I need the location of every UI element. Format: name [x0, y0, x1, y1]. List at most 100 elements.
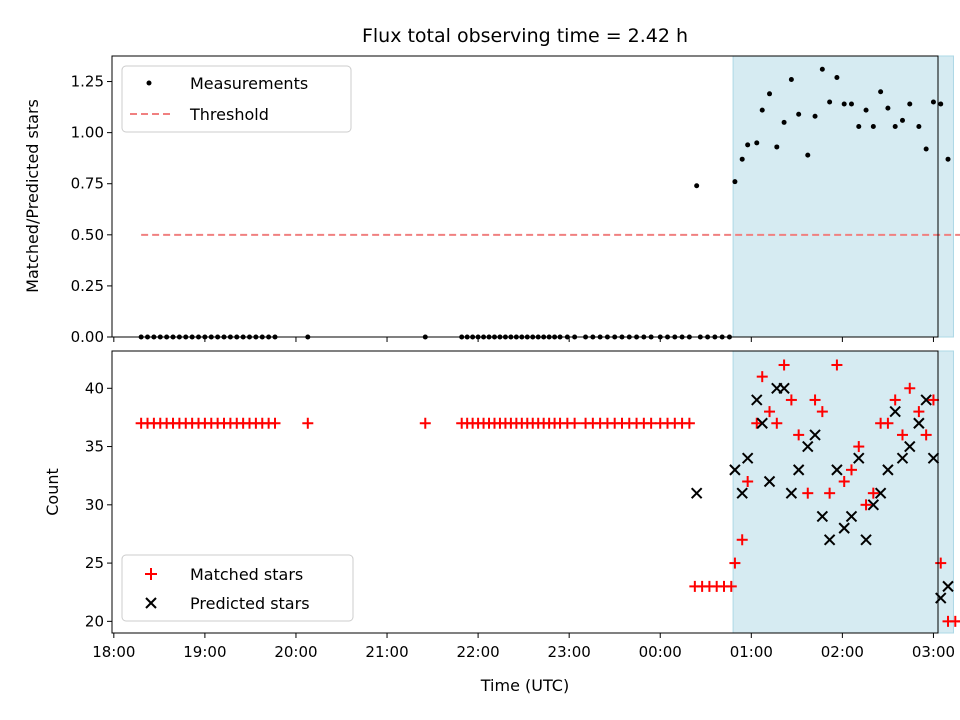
predicted-star-point — [823, 534, 836, 546]
legend-matched-label: Matched stars — [190, 565, 303, 584]
predicted-star-point — [845, 510, 858, 523]
predicted-star-point — [920, 394, 932, 406]
bottom-shaded-region — [732, 350, 954, 634]
legend-threshold-label: Threshold — [189, 105, 269, 124]
predicted-stars-points — [690, 382, 954, 604]
x-tick-label: 00:00 — [639, 643, 682, 661]
y-tick-label: 30 — [85, 496, 104, 514]
matched-star-point — [838, 476, 850, 488]
measurement-point — [885, 105, 891, 111]
matched-star-point — [845, 464, 857, 476]
top-plot-frame — [111, 55, 939, 338]
matched-star-point — [569, 417, 581, 429]
predicted-star-point — [690, 487, 703, 499]
matched-star-point — [269, 417, 281, 429]
matched-star-point — [867, 487, 879, 499]
measurement-point — [856, 124, 862, 130]
predicted-star-point — [874, 487, 887, 499]
predicted-star-point — [889, 405, 901, 418]
measurement-point — [848, 101, 854, 107]
measurement-point — [759, 107, 765, 113]
predicted-star-point — [882, 464, 894, 476]
measurement-point — [945, 156, 951, 162]
measurement-point — [870, 124, 876, 130]
x-tick-label: 18:00 — [92, 643, 135, 661]
predicted-star-point — [802, 440, 814, 453]
matched-star-point — [935, 557, 947, 569]
measurement-point — [732, 179, 738, 185]
matched-star-point — [729, 557, 741, 569]
measurement-point — [841, 101, 847, 107]
predicted-star-point — [913, 417, 925, 429]
y-tick-label: 40 — [85, 379, 104, 397]
measurement-point — [930, 99, 936, 105]
measurement-point — [812, 113, 818, 119]
measurement-point — [694, 183, 700, 189]
matched-star-point — [860, 499, 872, 511]
matched-star-point — [778, 359, 790, 371]
predicted-star-point — [831, 464, 843, 476]
measurement-point — [781, 119, 787, 125]
legend-measurements-label: Measurements — [190, 74, 308, 93]
x-tick-label: 20:00 — [274, 643, 317, 661]
matched-star-point — [896, 429, 908, 441]
y-tick-label: 25 — [85, 554, 104, 572]
y-tick-label: 0.75 — [71, 175, 104, 193]
predicted-star-point — [860, 534, 872, 546]
measurement-point — [788, 77, 794, 83]
matched-star-point — [785, 394, 797, 406]
bottom-panel: 20 25 30 35 40 18:00 19:00 20:00 21:00 22:00 23:0… — [43, 350, 960, 695]
matched-star-point — [764, 406, 776, 418]
top-legend: Measurements Threshold — [121, 65, 352, 133]
measurement-point — [819, 66, 825, 72]
predicted-star-point — [927, 452, 940, 464]
matched-star-point — [736, 534, 748, 546]
bottom-y-axis-label: Count — [43, 468, 62, 516]
matched-star-point — [927, 394, 939, 406]
bottom-plot-frame — [111, 350, 939, 634]
legend-predicted-label: Predicted stars — [190, 594, 310, 613]
measurement-point — [745, 142, 751, 148]
top-legend-box — [121, 65, 352, 133]
predicted-star-point — [751, 394, 763, 406]
measurement-point — [834, 74, 840, 80]
matched-star-point — [793, 429, 805, 441]
matched-star-point — [957, 620, 960, 623]
measurement-point — [892, 124, 898, 130]
bottom-legend-box — [121, 554, 354, 622]
x-tick-label: 22:00 — [456, 643, 499, 661]
y-tick-label: 0.00 — [71, 328, 104, 346]
matched-star-point — [809, 394, 821, 406]
y-tick-label: 0.50 — [71, 226, 104, 244]
matched-star-point — [683, 417, 695, 429]
predicted-star-point — [809, 429, 821, 441]
bottom-x-axis-ticks: 18:00 19:00 20:00 21:00 22:00 23:00 00:00 01:00… — [92, 633, 955, 661]
x-tick-label: 23:00 — [548, 643, 591, 661]
matched-star-point — [742, 476, 754, 488]
measurement-point — [774, 144, 780, 150]
bottom-legend: Matched stars Predicted stars — [121, 554, 354, 622]
x-tick-label: 19:00 — [183, 643, 226, 661]
x-axis-label: Time (UTC) — [480, 676, 569, 695]
predicted-star-point — [942, 580, 954, 593]
matched-star-point — [853, 441, 865, 453]
y-tick-label: 35 — [85, 438, 104, 456]
y-tick-label: 0.25 — [71, 277, 104, 295]
x-tick-label: 03:00 — [912, 643, 955, 661]
predicted-star-point — [867, 499, 880, 511]
matched-star-point — [725, 580, 737, 592]
measurement-point — [827, 99, 833, 105]
legend-predicted-marker — [145, 597, 157, 609]
chart-title: Flux total observing time = 2.42 h — [362, 25, 688, 47]
predicted-star-point — [763, 475, 776, 488]
predicted-star-point — [736, 487, 748, 499]
matched-star-point — [756, 371, 768, 383]
predicted-star-point — [935, 592, 947, 604]
matched-star-point — [302, 417, 314, 429]
y-tick-label: 20 — [85, 612, 104, 630]
measurement-point — [796, 111, 802, 117]
measurement-point — [899, 117, 905, 123]
predicted-star-point — [904, 440, 916, 453]
predicted-star-point — [729, 464, 741, 476]
